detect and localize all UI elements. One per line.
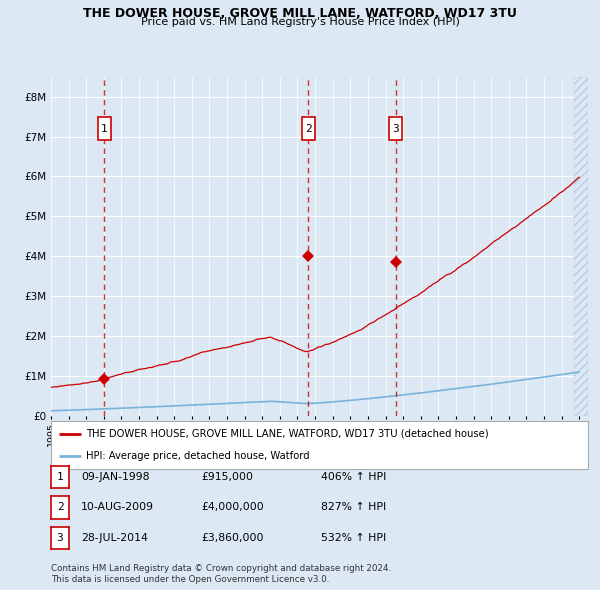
Text: This data is licensed under the Open Government Licence v3.0.: This data is licensed under the Open Gov… bbox=[51, 575, 329, 584]
Text: THE DOWER HOUSE, GROVE MILL LANE, WATFORD, WD17 3TU: THE DOWER HOUSE, GROVE MILL LANE, WATFOR… bbox=[83, 7, 517, 20]
Text: 10-AUG-2009: 10-AUG-2009 bbox=[81, 503, 154, 512]
FancyBboxPatch shape bbox=[302, 117, 315, 140]
Text: HPI: Average price, detached house, Watford: HPI: Average price, detached house, Watf… bbox=[86, 451, 310, 461]
Text: Contains HM Land Registry data © Crown copyright and database right 2024.: Contains HM Land Registry data © Crown c… bbox=[51, 565, 391, 573]
Text: 09-JAN-1998: 09-JAN-1998 bbox=[81, 472, 149, 481]
Text: 2: 2 bbox=[305, 123, 311, 133]
Text: 2: 2 bbox=[56, 503, 64, 512]
FancyBboxPatch shape bbox=[389, 117, 402, 140]
Text: £4,000,000: £4,000,000 bbox=[201, 503, 264, 512]
Text: 3: 3 bbox=[392, 123, 399, 133]
Text: £3,860,000: £3,860,000 bbox=[201, 533, 263, 543]
Text: 1: 1 bbox=[101, 123, 108, 133]
Text: 532% ↑ HPI: 532% ↑ HPI bbox=[321, 533, 386, 543]
Text: Price paid vs. HM Land Registry's House Price Index (HPI): Price paid vs. HM Land Registry's House … bbox=[140, 17, 460, 27]
Text: 406% ↑ HPI: 406% ↑ HPI bbox=[321, 472, 386, 481]
Text: £915,000: £915,000 bbox=[201, 472, 253, 481]
Text: 28-JUL-2014: 28-JUL-2014 bbox=[81, 533, 148, 543]
Text: 1: 1 bbox=[56, 472, 64, 481]
FancyBboxPatch shape bbox=[98, 117, 111, 140]
Text: 827% ↑ HPI: 827% ↑ HPI bbox=[321, 503, 386, 512]
Text: THE DOWER HOUSE, GROVE MILL LANE, WATFORD, WD17 3TU (detached house): THE DOWER HOUSE, GROVE MILL LANE, WATFOR… bbox=[86, 429, 488, 439]
Text: 3: 3 bbox=[56, 533, 64, 543]
